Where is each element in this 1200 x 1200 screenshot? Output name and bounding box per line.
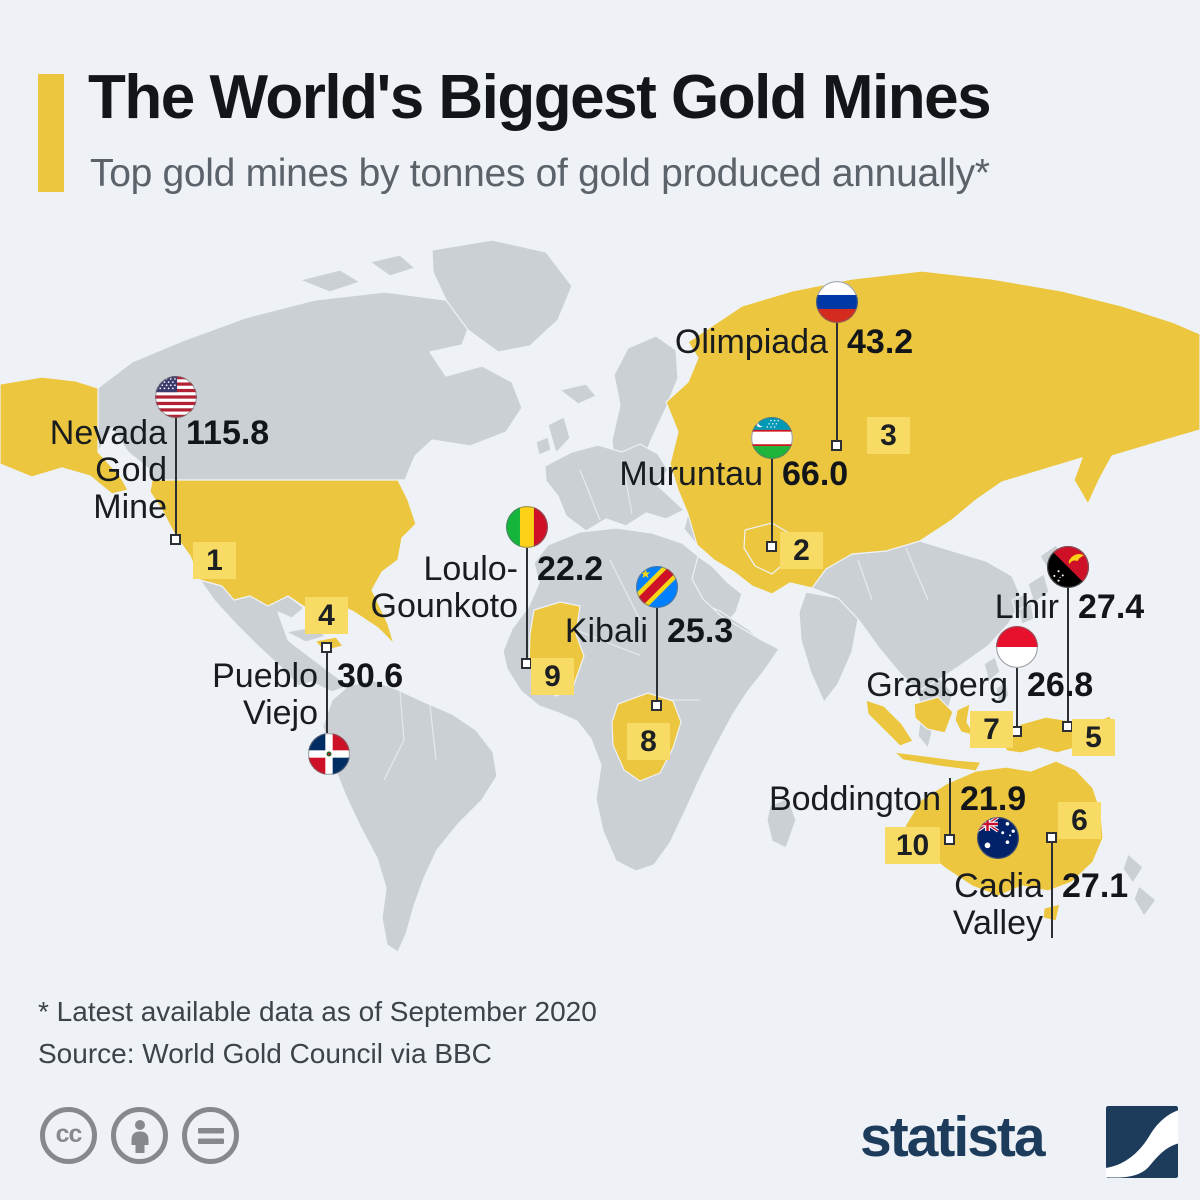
mine-name: Nevada Gold Mine xyxy=(49,414,167,526)
source-line: Source: World Gold Council via BBC xyxy=(38,1038,492,1069)
mine-name: Boddington xyxy=(768,780,941,818)
mine-point-marker xyxy=(321,642,332,653)
rank-badge: 7 xyxy=(970,711,1013,748)
leader-line xyxy=(1051,843,1053,938)
leader-line xyxy=(526,548,528,660)
leader-line xyxy=(1067,588,1069,723)
mine-name: Olimpiada xyxy=(674,323,828,361)
mine-value: 43.2 xyxy=(847,323,914,361)
mine-value: 115.8 xyxy=(186,414,270,452)
map-arctic-island-2 xyxy=(369,254,416,277)
rank-badge: 5 xyxy=(1072,719,1115,756)
leader-line xyxy=(836,323,838,441)
creative-commons-icon: cc xyxy=(40,1107,97,1164)
map-new-zealand-south xyxy=(1133,885,1157,917)
rank-badge: 2 xyxy=(780,532,823,569)
mine-name: Cadia Valley xyxy=(952,867,1043,942)
country-indonesia-java xyxy=(893,751,982,772)
rank-badge: 9 xyxy=(531,658,574,695)
flag-australia-icon xyxy=(977,817,1019,859)
leader-line xyxy=(771,459,773,543)
mine-value: 25.3 xyxy=(667,612,734,650)
map-south-america xyxy=(322,679,498,953)
map-uk xyxy=(547,416,571,454)
map-japan-3 xyxy=(1017,602,1035,625)
country-indonesia-borneo xyxy=(913,696,954,734)
mine-name: Loulo- Gounkoto xyxy=(370,550,518,625)
mine-value: 66.0 xyxy=(782,455,849,493)
page-title: The World's Biggest Gold Mines xyxy=(88,63,992,132)
mine-point-marker xyxy=(831,440,842,451)
statista-logo-text: statista xyxy=(860,1105,1046,1169)
rank-badge: 3 xyxy=(867,417,910,454)
mine-name: Lihir xyxy=(994,588,1059,626)
mine-name: Muruntau xyxy=(619,455,763,493)
mine-point-marker xyxy=(766,541,777,552)
statista-logo-mark-icon xyxy=(1106,1106,1178,1178)
flag-mali-icon xyxy=(506,506,548,548)
rank-badge: 10 xyxy=(885,827,940,864)
mine-point-marker xyxy=(944,834,955,845)
rank-badge: 8 xyxy=(627,723,670,760)
cc-label: cc xyxy=(55,1119,83,1148)
mine-name: Pueblo Viejo xyxy=(212,657,318,732)
mine-name: Grasberg xyxy=(866,666,1008,704)
mine-value: 27.4 xyxy=(1078,588,1145,626)
map-japan-2 xyxy=(1027,573,1050,604)
map-countries-highlighted xyxy=(0,270,1200,922)
country-indonesia-sumatra xyxy=(865,699,914,747)
map-europe xyxy=(544,443,685,532)
mine-point-marker xyxy=(170,534,181,545)
mine-point-marker xyxy=(1046,832,1057,843)
flag-united-states-icon xyxy=(155,376,197,418)
leader-line xyxy=(656,608,658,702)
attribution-person-icon xyxy=(111,1107,168,1164)
leader-line xyxy=(949,778,951,836)
leader-line xyxy=(175,418,177,538)
flag-papua-new-guinea-icon xyxy=(1047,546,1089,588)
footnote: * Latest available data as of September … xyxy=(38,996,597,1027)
page-subtitle: Top gold mines by tonnes of gold produce… xyxy=(90,152,990,195)
map-iceland xyxy=(559,383,597,405)
flag-dominican-republic-icon xyxy=(308,733,350,775)
mine-name: Kibali xyxy=(564,612,648,650)
map-new-zealand-north xyxy=(1122,853,1144,884)
map-greenland xyxy=(431,239,573,353)
leader-line xyxy=(1016,668,1018,728)
map-madagascar xyxy=(766,797,797,849)
rank-badge: 4 xyxy=(305,597,348,634)
mine-value: 26.8 xyxy=(1027,666,1094,704)
mine-point-marker xyxy=(651,700,662,711)
map-philippines-2 xyxy=(995,681,1010,702)
title-accent-bar xyxy=(38,74,64,192)
map-canada xyxy=(97,291,523,481)
map-philippines-1 xyxy=(983,656,1001,682)
flag-dr-congo-icon xyxy=(636,566,678,608)
map-ireland xyxy=(535,436,552,456)
leader-line xyxy=(326,653,328,733)
rank-badge: 6 xyxy=(1058,802,1101,839)
mine-value: 22.2 xyxy=(537,550,604,588)
mine-value: 21.9 xyxy=(960,780,1027,818)
country-russia xyxy=(665,270,1200,595)
flag-uzbekistan-icon xyxy=(751,417,793,459)
rank-badge: 1 xyxy=(193,542,236,579)
mine-value: 27.1 xyxy=(1062,867,1129,905)
country-usa-alaska xyxy=(0,376,129,495)
map-arctic-island-1 xyxy=(299,269,361,293)
equals-nd-icon xyxy=(182,1107,239,1164)
flag-indonesia-icon xyxy=(996,626,1038,668)
flag-russia-icon xyxy=(816,281,858,323)
mine-value: 30.6 xyxy=(337,657,404,695)
